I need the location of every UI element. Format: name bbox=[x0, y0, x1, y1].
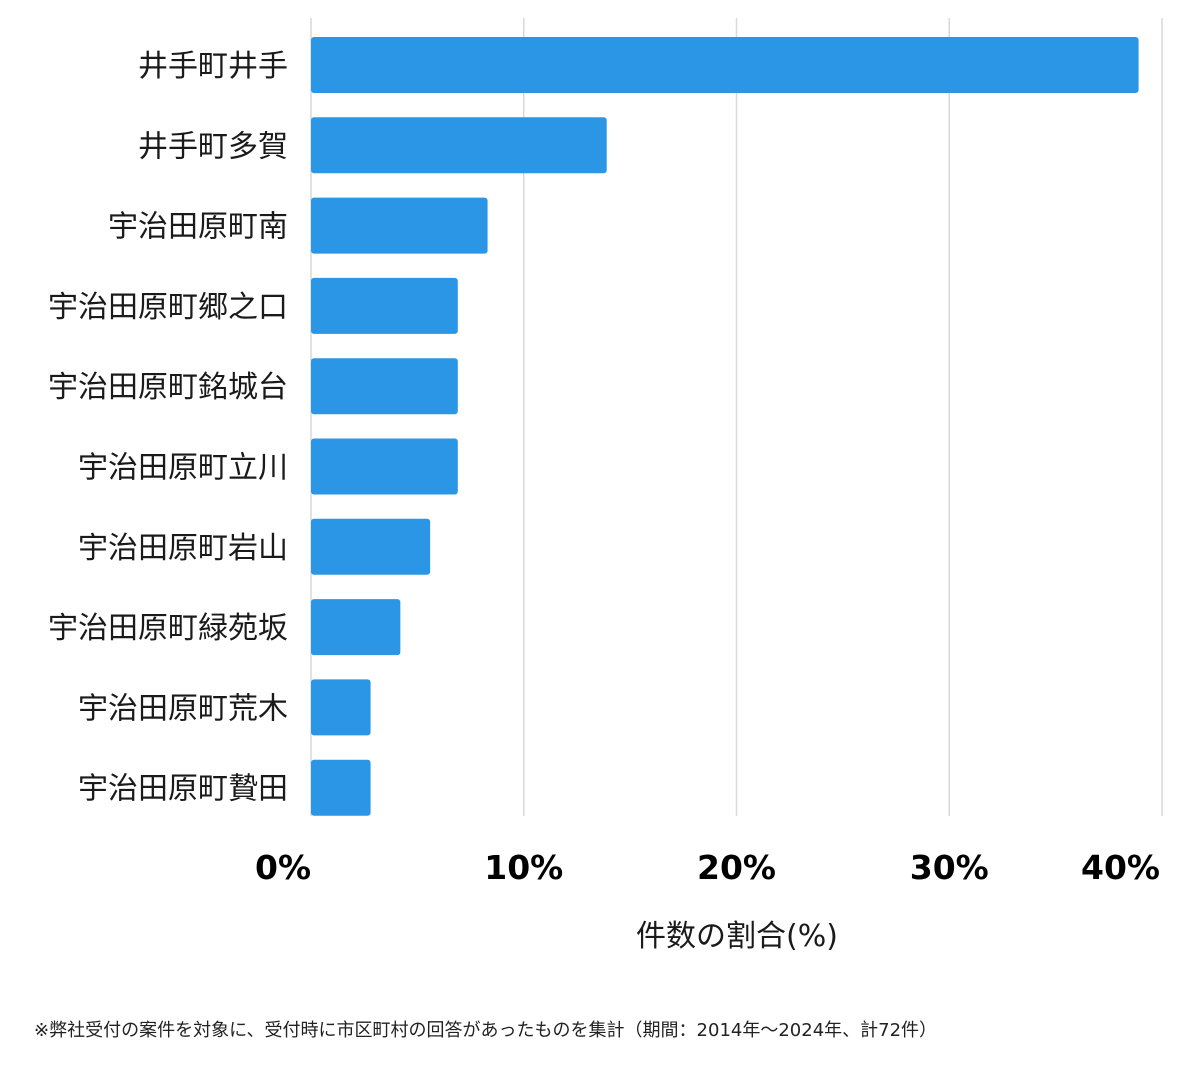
category-label: 宇治田原町郷之口 bbox=[48, 290, 288, 325]
bar bbox=[311, 197, 488, 254]
category-label: 宇治田原町荒木 bbox=[78, 691, 288, 726]
bar bbox=[311, 599, 401, 656]
x-tick-label: 30% bbox=[910, 848, 989, 887]
category-label: 宇治田原町銘城台 bbox=[48, 370, 288, 405]
x-tick-label: 10% bbox=[484, 848, 563, 887]
bar bbox=[311, 358, 458, 415]
x-tick-label: 0% bbox=[255, 848, 311, 887]
category-label: 宇治田原町贄田 bbox=[78, 772, 288, 807]
x-tick-label: 40% bbox=[1081, 848, 1160, 887]
bars bbox=[311, 37, 1139, 816]
category-label: 井手町多賀 bbox=[138, 129, 288, 164]
category-label: 宇治田原町岩山 bbox=[78, 531, 288, 566]
bar bbox=[311, 37, 1139, 93]
bar bbox=[311, 438, 458, 495]
bar bbox=[311, 518, 431, 575]
category-labels: 井手町井手井手町多賀宇治田原町南宇治田原町郷之口宇治田原町銘城台宇治田原町立川宇… bbox=[48, 49, 288, 807]
bar bbox=[311, 117, 607, 174]
bar bbox=[311, 277, 458, 334]
bar bbox=[311, 679, 371, 736]
x-axis-title: 件数の割合(%) bbox=[636, 919, 838, 954]
category-label: 宇治田原町南 bbox=[108, 210, 288, 245]
category-label: 井手町井手 bbox=[138, 49, 288, 84]
bar bbox=[311, 759, 371, 816]
x-tick-labels: 0% 10% 20% 30% 40% bbox=[255, 848, 1160, 887]
x-tick-label: 20% bbox=[697, 848, 776, 887]
category-label: 宇治田原町緑苑坂 bbox=[48, 611, 288, 646]
bar-chart: 井手町井手井手町多賀宇治田原町南宇治田原町郷之口宇治田原町銘城台宇治田原町立川宇… bbox=[48, 18, 1163, 954]
footnote: ※弊社受付の案件を対象に、受付時に市区町村の回答があったものを集計（期間：201… bbox=[34, 1020, 938, 1041]
category-label: 宇治田原町立川 bbox=[78, 451, 288, 486]
